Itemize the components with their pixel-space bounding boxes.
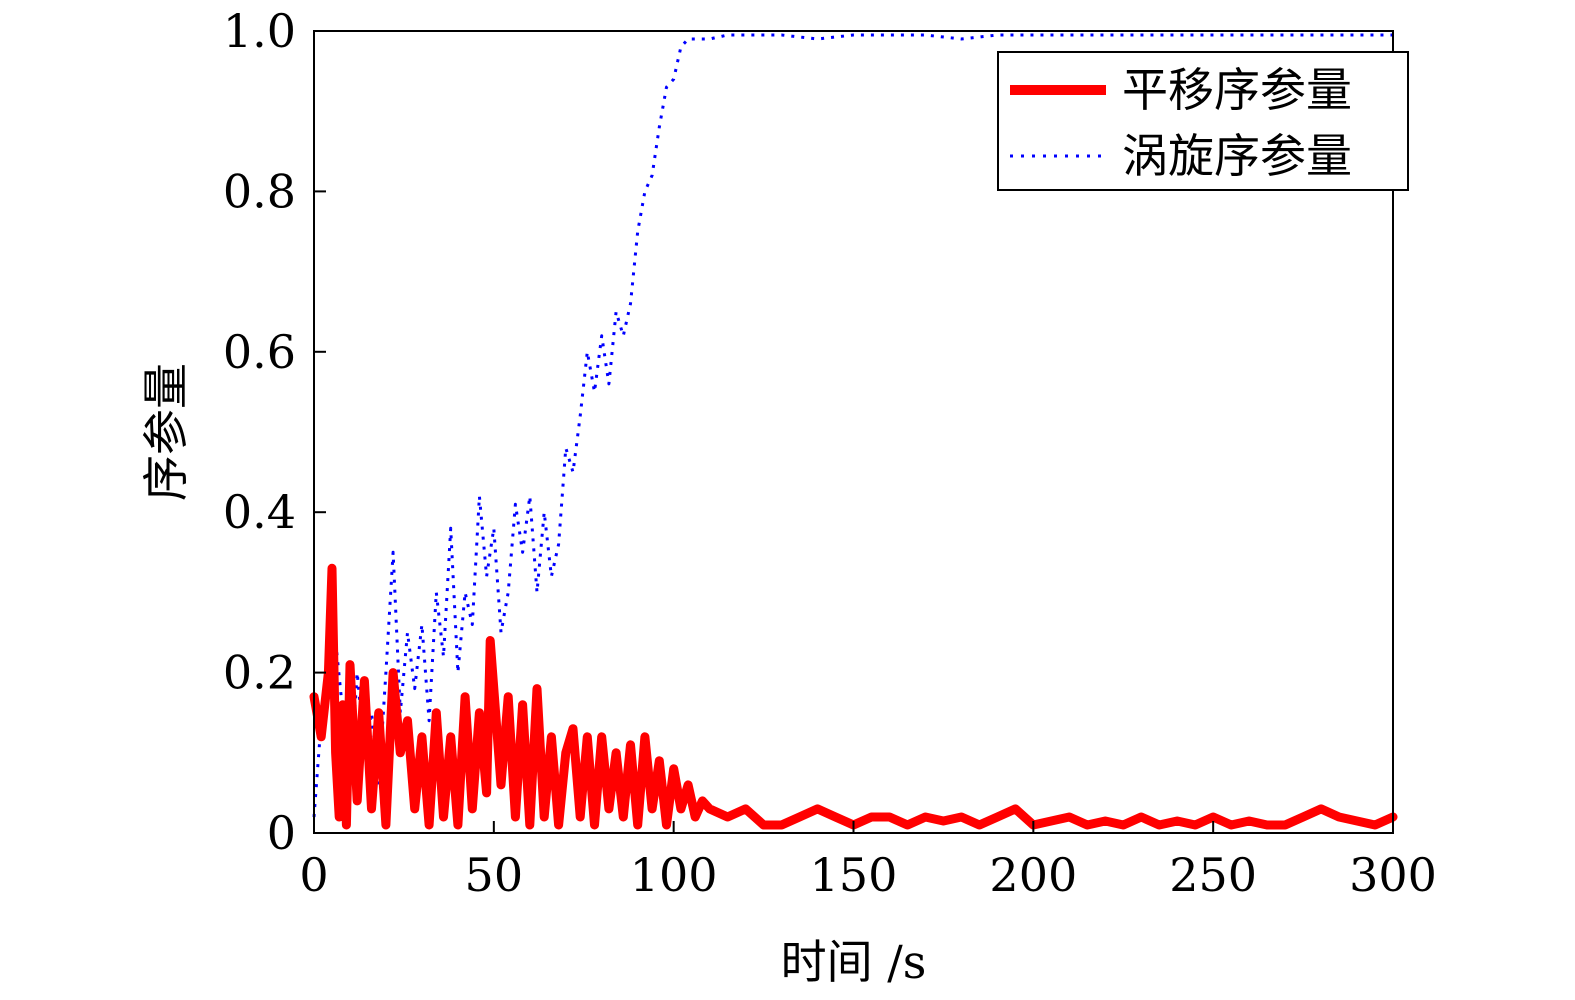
y-tick-label: 0.2 bbox=[223, 646, 296, 700]
x-tick-label: 200 bbox=[989, 848, 1077, 902]
y-tick-label: 0.8 bbox=[223, 164, 296, 218]
x-tick-label: 150 bbox=[810, 848, 898, 902]
x-tick-label: 250 bbox=[1169, 848, 1257, 902]
ticks-layer: 0 50 100 150 200 250 300 0 0.2 0.4 0.6 0.8 1.0 bbox=[223, 4, 1437, 902]
y-tick-label: 1.0 bbox=[223, 4, 296, 58]
x-tick-label: 300 bbox=[1349, 848, 1437, 902]
y-tick-label: 0.4 bbox=[223, 485, 296, 539]
legend-box bbox=[997, 51, 1409, 191]
series-line-vortex bbox=[312, 33, 1393, 818]
x-axis-title: 时间 /s bbox=[781, 935, 927, 989]
series-layer bbox=[309, 33, 1398, 830]
series-line-translation bbox=[309, 563, 1398, 830]
legend-label: 平移序参量 bbox=[1122, 63, 1352, 117]
x-tick-label: 0 bbox=[299, 848, 328, 902]
y-tick-label: 0.6 bbox=[223, 325, 296, 379]
y-tick-label: 0 bbox=[267, 806, 296, 860]
x-tick-label: 100 bbox=[630, 848, 718, 902]
x-tick-label: 50 bbox=[465, 848, 524, 902]
legend-label: 涡旋序参量 bbox=[1122, 129, 1352, 183]
y-axis-title: 序参量 bbox=[139, 363, 193, 501]
